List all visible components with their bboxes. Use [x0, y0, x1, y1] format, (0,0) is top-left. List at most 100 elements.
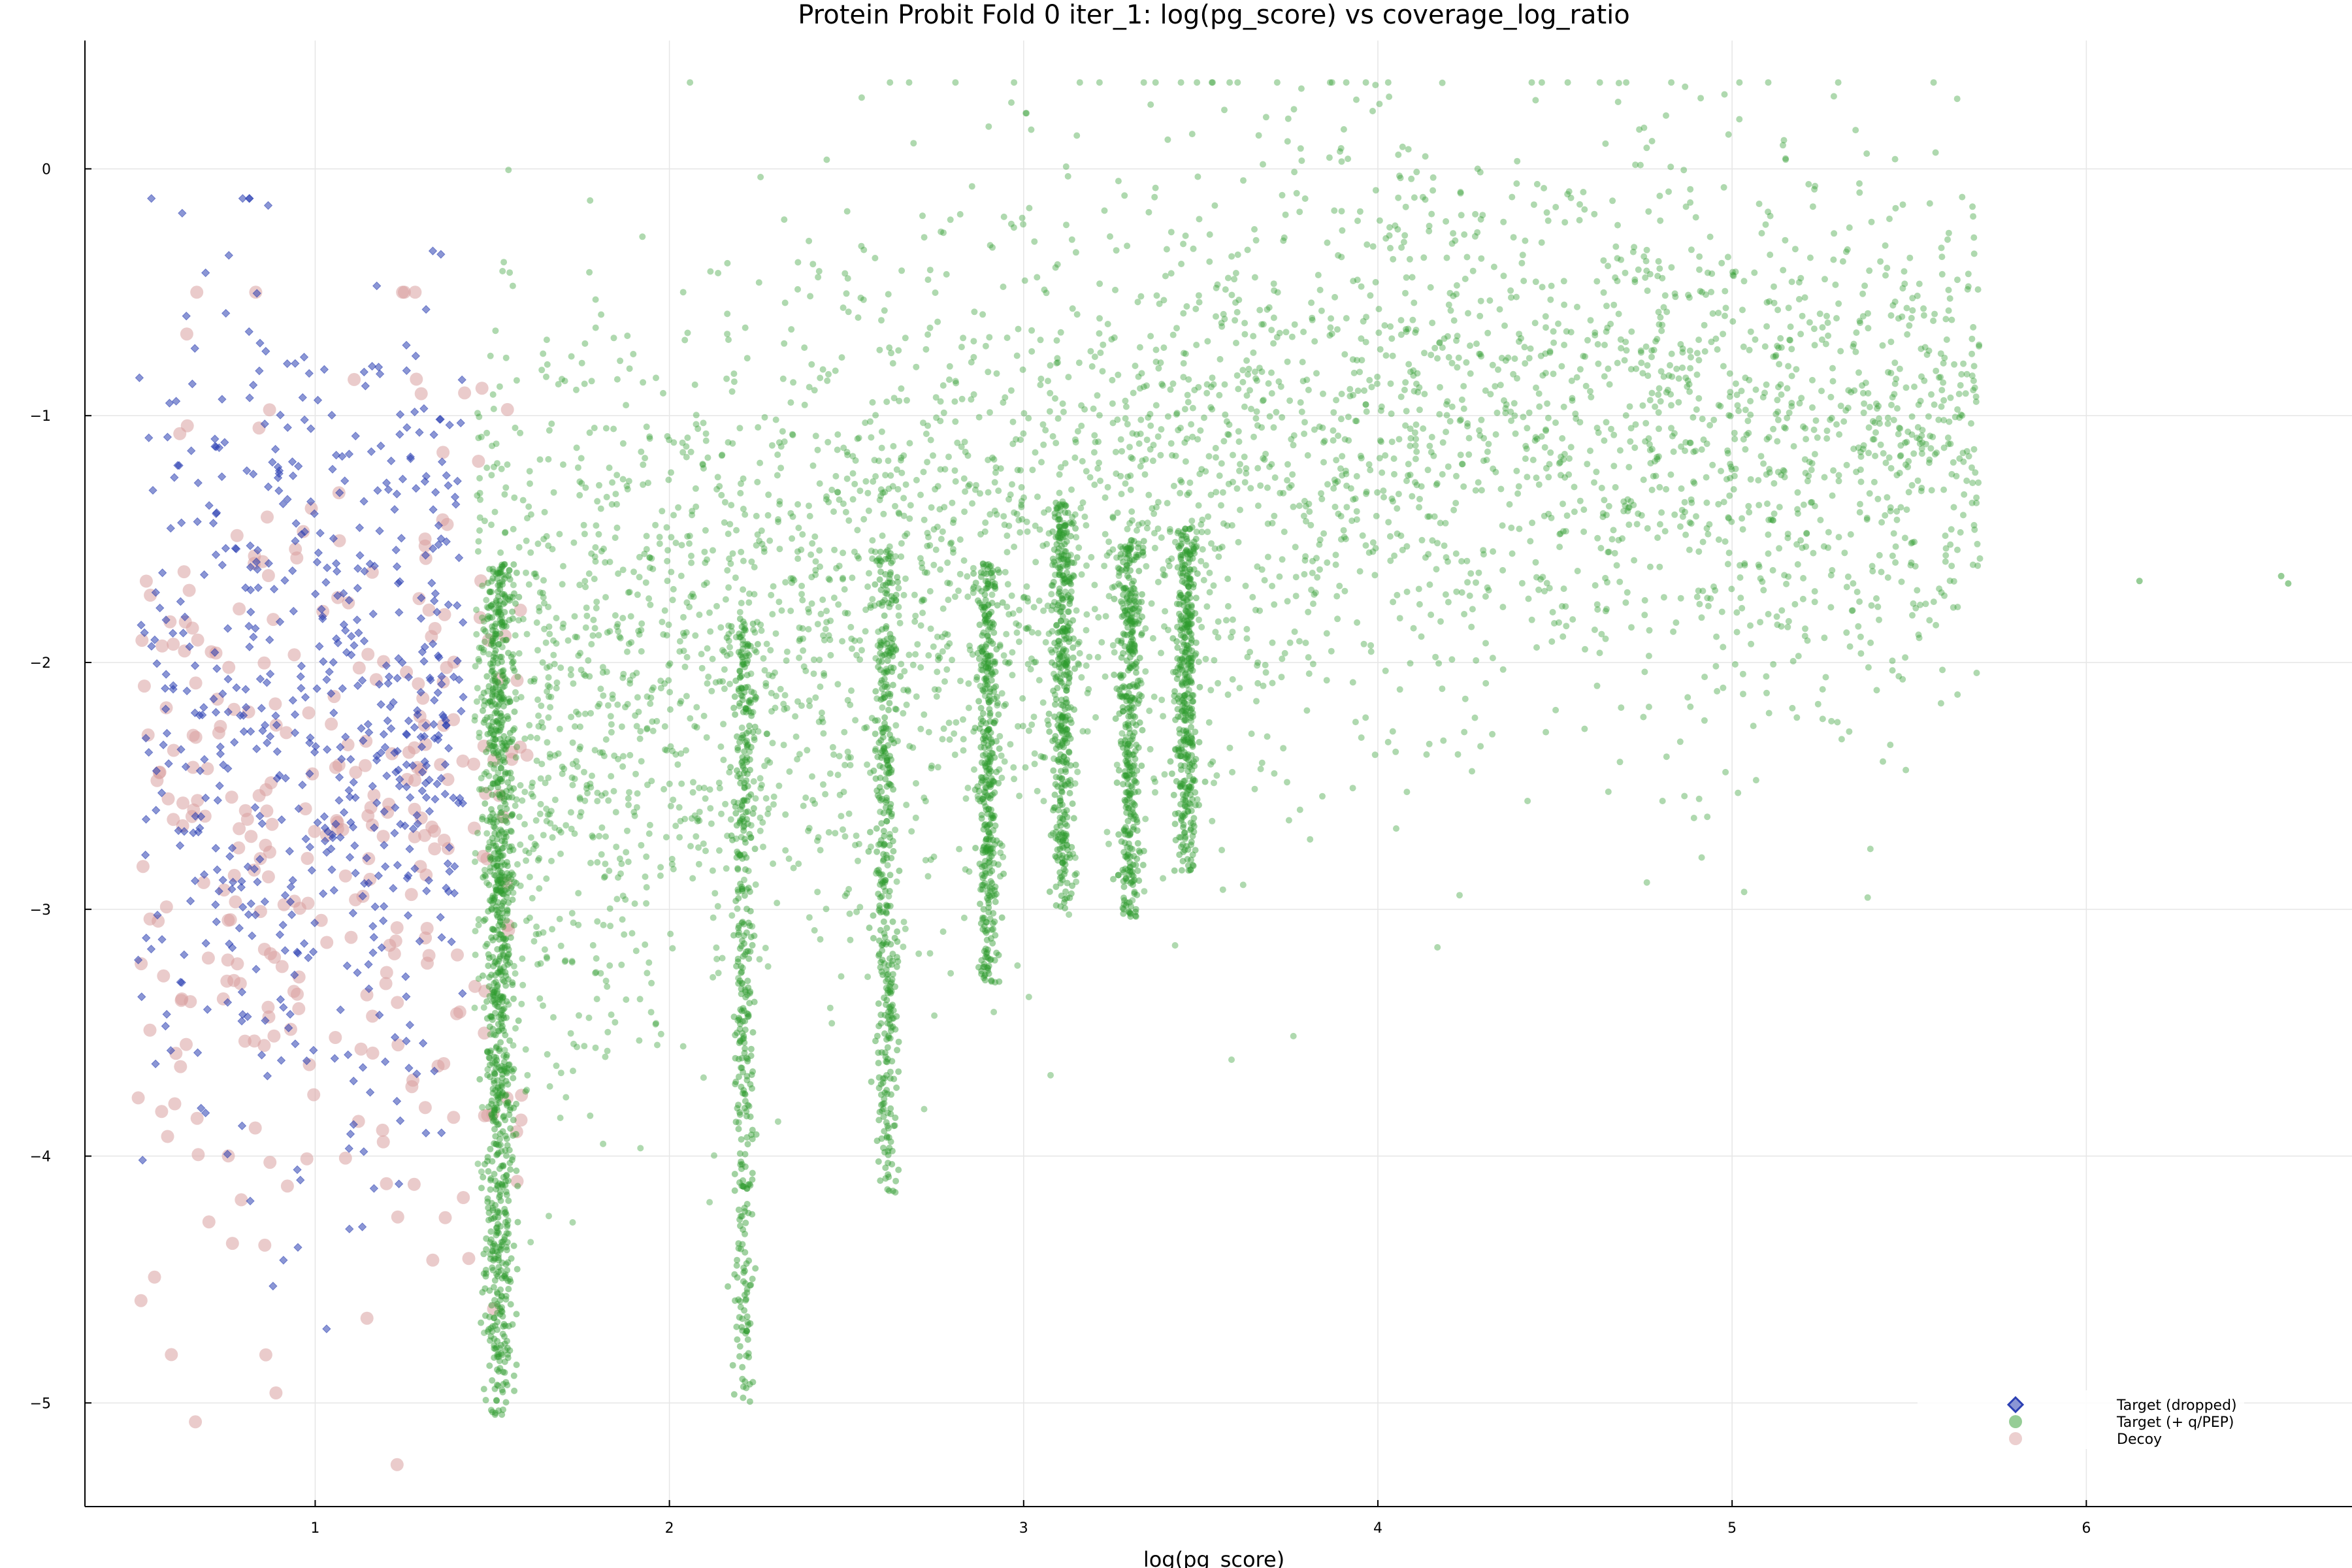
target-point	[1049, 582, 1056, 589]
target-point	[1846, 643, 1854, 650]
target-point	[575, 890, 582, 897]
target-point	[1331, 293, 1339, 301]
target-point	[1192, 305, 1200, 312]
target-point	[1347, 385, 1354, 393]
target-point	[1830, 467, 1837, 474]
target-point	[557, 1115, 564, 1121]
target-point	[1681, 792, 1688, 800]
target-point	[609, 479, 616, 486]
target-point	[649, 718, 656, 725]
target-point	[1556, 460, 1563, 467]
target-point	[946, 580, 953, 587]
target-point	[1580, 189, 1587, 195]
target-point	[1803, 530, 1810, 536]
target-point	[1218, 319, 1225, 327]
decoy-point	[167, 638, 180, 651]
target-point	[674, 761, 681, 768]
target-point	[858, 647, 865, 654]
target-point	[1324, 481, 1331, 488]
target-point	[1478, 416, 1485, 423]
target-point	[713, 944, 720, 951]
target-point	[757, 785, 764, 792]
target-point	[482, 872, 489, 879]
target-point	[902, 335, 909, 342]
target-point	[1297, 399, 1304, 406]
target-point	[924, 422, 932, 429]
decoy-point	[366, 1009, 380, 1023]
target-point	[1116, 569, 1123, 576]
target-point	[754, 478, 761, 485]
target-point	[612, 1019, 619, 1026]
target-point	[1448, 403, 1456, 410]
target-point	[708, 687, 715, 694]
target-point	[1409, 274, 1416, 281]
target-point	[714, 903, 721, 910]
target-point	[1889, 394, 1896, 401]
target-point	[1655, 308, 1662, 316]
target-point	[670, 796, 677, 804]
target-point	[1090, 405, 1097, 412]
target-point	[1729, 318, 1737, 325]
target-point	[1722, 538, 1729, 545]
target-point	[504, 461, 511, 468]
target-point	[1543, 465, 1550, 472]
target-point	[575, 921, 582, 928]
target-point	[596, 482, 602, 489]
target-point	[1860, 442, 1867, 449]
target-point	[1052, 264, 1059, 271]
target-point	[809, 796, 816, 804]
target-point	[476, 489, 483, 497]
target-point	[1463, 557, 1471, 564]
target-point	[1029, 466, 1036, 474]
target-point	[1467, 370, 1474, 377]
target-point	[1774, 416, 1782, 423]
target-point	[852, 717, 859, 724]
target-point	[834, 489, 841, 496]
target-point	[1211, 545, 1218, 552]
target-point	[1537, 576, 1544, 583]
target-point	[494, 1003, 501, 1010]
target-point	[495, 830, 502, 837]
target-point	[553, 685, 560, 692]
target-point	[1204, 338, 1211, 345]
target-point	[497, 689, 503, 696]
target-point	[800, 802, 807, 809]
target-point	[1071, 454, 1079, 461]
target-point	[494, 1353, 501, 1360]
target-point	[543, 336, 550, 344]
target-point	[1669, 373, 1676, 380]
target-point	[1968, 464, 1975, 471]
target-point	[1857, 633, 1864, 640]
decoy-point	[135, 634, 149, 647]
target-point	[1445, 598, 1452, 606]
target-point	[541, 508, 548, 515]
target-point	[643, 532, 650, 540]
target-point	[672, 540, 679, 546]
target-point	[871, 602, 878, 609]
target-point	[1184, 574, 1190, 581]
target-point	[809, 540, 816, 547]
target-point	[1221, 316, 1228, 323]
target-point	[479, 1103, 486, 1111]
target-point	[1135, 521, 1142, 529]
target-point	[1543, 427, 1550, 434]
target-point	[1948, 563, 1955, 570]
target-point	[1659, 274, 1666, 282]
target-point	[1284, 115, 1292, 122]
decoy-point	[307, 1088, 321, 1102]
target-point	[1686, 347, 1693, 354]
decoy-point	[269, 1386, 283, 1399]
target-point	[1131, 642, 1138, 649]
target-point	[917, 491, 924, 498]
decoy-point	[148, 1270, 161, 1284]
target-point	[492, 1248, 498, 1255]
target-point	[1817, 517, 1824, 523]
target-point	[1930, 79, 1937, 86]
target-point	[502, 770, 509, 777]
target-point	[1333, 593, 1341, 600]
target-point	[1308, 299, 1315, 306]
target-point	[1473, 579, 1479, 586]
target-point	[1447, 307, 1454, 314]
target-point	[1220, 520, 1227, 527]
target-point	[593, 598, 600, 606]
